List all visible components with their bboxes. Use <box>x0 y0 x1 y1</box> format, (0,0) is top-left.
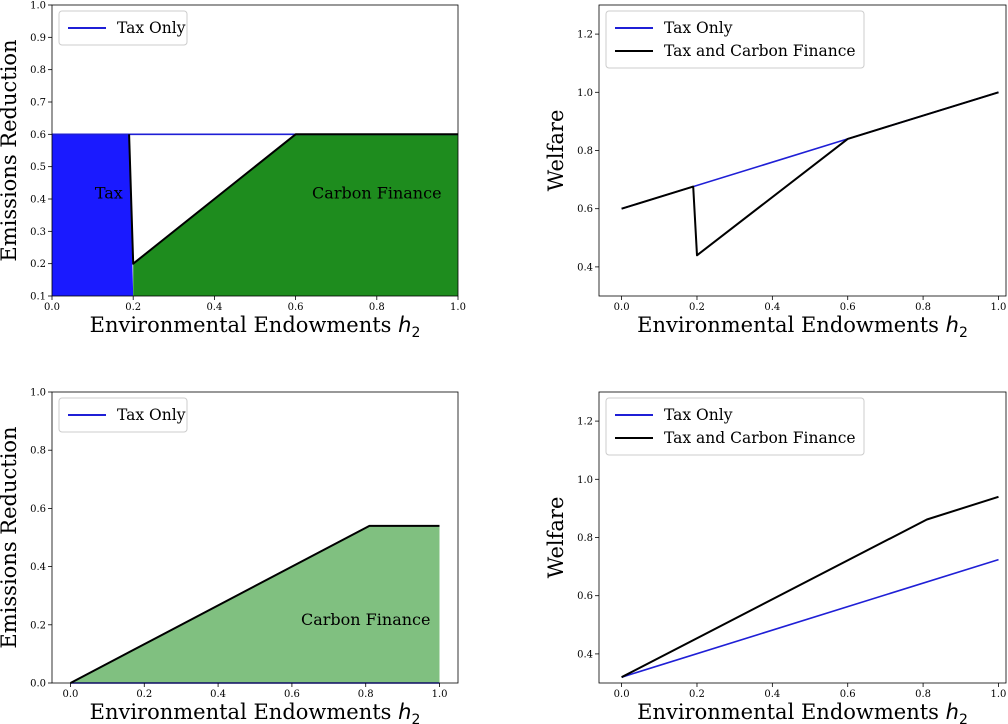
x-tick-label: 0.4 <box>764 302 780 313</box>
x-axis-label-text: Environmental Endowments <box>637 313 946 337</box>
region-tax <box>52 134 134 296</box>
x-tick-label: 0.8 <box>915 302 931 313</box>
x-tick-label: 0.2 <box>136 689 152 700</box>
region-carbon-finance <box>70 525 440 683</box>
x-tick-label: 0.8 <box>358 689 374 700</box>
y-tick-label: 0.7 <box>30 98 46 109</box>
y-tick-label: 0.0 <box>30 679 46 690</box>
x-tick-label: 0.4 <box>206 302 222 313</box>
y-tick-label: 0.9 <box>30 33 46 44</box>
x-tick-label: 1.0 <box>450 302 466 313</box>
series-line-tax-only <box>621 558 999 678</box>
legend <box>605 397 865 456</box>
x-axis-label-symbol: h <box>946 313 959 337</box>
x-axis-label-text: Environmental Endowments <box>90 313 399 337</box>
chart-panel-1: 0.0 0.2 0.4 0.6 0.8 1.0 0.1 0.2 0.3 0.4 0.5 0.6 0.7 0… <box>0 1 466 342</box>
y-axis-label: Welfare <box>544 497 568 579</box>
y-axis-label: Welfare <box>544 110 568 192</box>
legend-label: Tax Only <box>117 19 186 37</box>
x-tick-label: 0.8 <box>369 302 385 313</box>
x-axis-label-subscript: 2 <box>959 325 968 341</box>
x-axis-label: Environmental Endowments h2 <box>90 313 421 341</box>
y-tick-label: 1.0 <box>30 388 46 399</box>
axes-frame <box>51 391 459 684</box>
y-tick-label: 1.0 <box>30 1 46 12</box>
x-tick-label: 0.2 <box>125 302 141 313</box>
x-tick-label: 0.0 <box>44 302 60 313</box>
x-axis-label-subscript: 2 <box>959 712 968 724</box>
x-tick-label: 0.6 <box>284 689 300 700</box>
x-axis-label-text: Environmental Endowments <box>90 700 399 724</box>
x-tick-label: 0.2 <box>689 689 705 700</box>
x-axis-label: Environmental Endowments h2 <box>90 700 421 724</box>
chart-panel-4: 0.0 0.2 0.4 0.6 0.8 1.0 0.4 0.6 0.8 1.0 1.2 Environ… <box>544 391 1007 724</box>
x-axis-label: Environmental Endowments h2 <box>637 700 968 724</box>
x-tick-label: 0.0 <box>614 689 630 700</box>
legend <box>58 10 188 46</box>
x-axis-label-symbol: h <box>946 700 959 724</box>
y-tick-label: 0.8 <box>30 65 46 76</box>
x-tick-label: 0.6 <box>288 302 304 313</box>
y-tick-label: 0.6 <box>577 591 593 602</box>
legend-label: Tax and Carbon Finance <box>664 429 856 447</box>
chart-panel-3: 0.0 0.2 0.4 0.6 0.8 1.0 0.0 0.2 0.4 0.6 0.8 1.0 Envi… <box>0 388 459 724</box>
series-line-boundary <box>70 524 440 684</box>
x-axis-label-subscript: 2 <box>411 325 420 341</box>
y-tick-label: 0.4 <box>577 262 593 273</box>
series-line-tax-and-carbon-finance <box>621 91 999 257</box>
legend <box>605 10 865 69</box>
x-tick-label: 0.6 <box>840 689 856 700</box>
x-tick-label: 0.4 <box>764 689 780 700</box>
x-tick-label: 1.0 <box>432 689 448 700</box>
x-tick-label: 0.8 <box>915 689 931 700</box>
annotation-carbon-finance: Carbon Finance <box>301 610 431 629</box>
y-tick-label: 0.6 <box>577 204 593 215</box>
legend-label: Tax Only <box>664 19 733 37</box>
x-axis-label-subscript: 2 <box>411 712 420 724</box>
y-tick-label: 0.4 <box>30 562 46 573</box>
y-tick-label: 0.6 <box>30 130 46 141</box>
series-line-tax-and-carbon-finance <box>621 495 999 679</box>
x-tick-label: 1.0 <box>991 689 1007 700</box>
legend <box>58 397 188 433</box>
y-tick-label: 1.2 <box>577 30 593 41</box>
y-tick-label: 0.8 <box>30 446 46 457</box>
annotation-tax: Tax <box>95 184 123 203</box>
region-carbon-finance <box>133 134 458 296</box>
x-tick-label: 0.4 <box>210 689 226 700</box>
chart-panel-2: 0.0 0.2 0.4 0.6 0.8 1.0 0.4 0.6 0.8 1.0 1.2 Environ… <box>544 4 1007 341</box>
y-tick-label: 0.4 <box>30 195 46 206</box>
y-tick-label: 1.2 <box>577 417 593 428</box>
x-axis-label: Environmental Endowments h2 <box>637 313 968 341</box>
series-line-boundary <box>128 133 458 265</box>
annotation-carbon-finance: Carbon Finance <box>312 184 442 203</box>
axes-frame <box>51 4 459 297</box>
y-tick-label: 0.2 <box>30 620 46 631</box>
y-tick-label: 0.4 <box>577 649 593 660</box>
x-tick-label: 0.2 <box>689 302 705 313</box>
y-axis-label: Emissions Reduction <box>0 39 21 261</box>
y-tick-label: 1.0 <box>577 475 593 486</box>
y-tick-label: 0.6 <box>30 504 46 515</box>
x-tick-label: 1.0 <box>991 302 1007 313</box>
y-tick-label: 0.3 <box>30 227 46 238</box>
legend-label: Tax Only <box>664 406 733 424</box>
y-tick-label: 0.5 <box>30 162 46 173</box>
y-tick-label: 0.8 <box>577 146 593 157</box>
legend-label: Tax Only <box>117 406 186 424</box>
x-tick-label: 0.0 <box>63 689 79 700</box>
legend-label: Tax and Carbon Finance <box>664 42 856 60</box>
y-tick-label: 0.8 <box>577 533 593 544</box>
y-tick-label: 1.0 <box>577 88 593 99</box>
y-axis-label: Emissions Reduction <box>0 426 21 648</box>
y-tick-label: 0.1 <box>30 292 46 303</box>
x-tick-label: 0.6 <box>840 302 856 313</box>
x-axis-label-symbol: h <box>398 700 411 724</box>
x-axis-label-text: Environmental Endowments <box>637 700 946 724</box>
y-tick-label: 0.2 <box>30 259 46 270</box>
x-tick-label: 0.0 <box>614 302 630 313</box>
x-axis-label-symbol: h <box>398 313 411 337</box>
